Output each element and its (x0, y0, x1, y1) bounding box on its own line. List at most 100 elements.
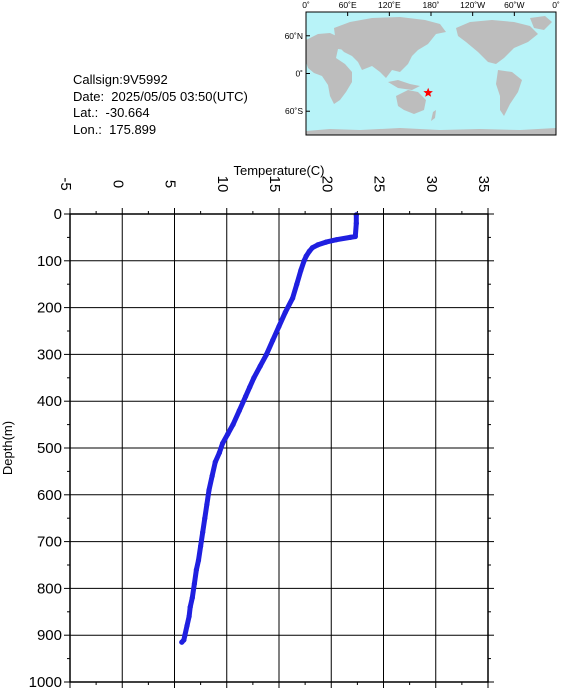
map-lat-label: 0˚ (295, 69, 303, 79)
temperature-point (306, 248, 312, 254)
land-new-zealand (431, 110, 436, 121)
x-tick-label: 10 (214, 176, 231, 193)
temperature-point (243, 393, 249, 400)
map-lon-label: 0˚ (552, 0, 560, 10)
temperature-point (353, 220, 359, 226)
temperature-point (209, 473, 215, 479)
temperature-point (270, 337, 276, 343)
x-tick-label: 20 (318, 176, 335, 193)
y-tick-label: 0 (54, 206, 62, 223)
y-tick-label: 700 (37, 534, 62, 551)
temperature-point (206, 487, 212, 493)
y-tick-label: 500 (37, 440, 62, 457)
x-tick-label: 15 (266, 176, 283, 193)
land-australia (396, 90, 426, 114)
temperature-point (191, 581, 197, 587)
y-tick-labels: 0 100 200 300 400 500 600 700 800 900 1000 (29, 206, 62, 690)
temperature-point (309, 245, 315, 251)
map-lon-label: 60˚W (504, 0, 524, 10)
x-tick-label: 25 (371, 176, 388, 193)
y-tick-label: 900 (37, 627, 62, 644)
land-asia (334, 17, 446, 78)
temperature-point (323, 239, 329, 245)
temperature-point (301, 258, 307, 264)
temperature-profile-plot: -5 0 5 10 15 20 25 30 35 0 100 200 300 400 500 600 700 8… (0, 163, 494, 690)
map-lon-label: 120˚E (378, 0, 401, 10)
temperature-point (216, 450, 222, 456)
temperature-point (204, 501, 210, 507)
temperature-point (200, 529, 206, 535)
world-map: 0˚ 60˚E 120˚E 180˚ 120˚W 60˚W 0˚ 60˚N 0˚ 60˚S (285, 0, 560, 136)
temperature-point (187, 604, 193, 610)
temperature-point (257, 363, 263, 369)
temperature-point (182, 632, 188, 638)
temperature-point (333, 237, 340, 243)
station-marker (423, 87, 433, 97)
temperature-point (220, 440, 226, 446)
temperature-point (230, 422, 236, 428)
y-tick-label: 200 (37, 300, 62, 317)
temperature-point (276, 323, 282, 329)
temperature-point (198, 543, 204, 549)
x-tick-labels: -5 0 5 10 15 20 25 30 35 (57, 176, 492, 193)
temperature-point (212, 459, 218, 465)
x-tick-label: 5 (162, 180, 179, 188)
map-lon-label: 180˚ (422, 0, 439, 10)
x-axis-label: Temperature(C) (233, 163, 324, 178)
x-tick-label: 35 (475, 176, 492, 193)
temperature-line (179, 212, 359, 645)
callsign-text: Callsign:9V5992 (73, 72, 168, 87)
temperature-point (184, 623, 190, 629)
land-antarctica (306, 128, 556, 135)
plot-frame (69, 213, 489, 683)
x-tick-label: -5 (57, 177, 74, 190)
temperature-point (353, 212, 359, 218)
y-axis-label: Depth(m) (0, 421, 15, 475)
y-tick-label: 100 (37, 253, 62, 270)
map-land (306, 16, 556, 135)
map-lon-label: 60˚E (339, 0, 357, 10)
map-lon-label: 0˚ (302, 0, 310, 10)
temperature-point (347, 234, 353, 240)
temperature-point (251, 375, 257, 381)
temperature-point (236, 408, 242, 414)
land-africa-europe (306, 33, 352, 104)
temperature-point (315, 242, 321, 248)
temperature-point (189, 595, 195, 601)
temperature-point (195, 557, 202, 563)
y-tick-label: 400 (37, 393, 62, 410)
temperature-point (298, 267, 304, 273)
map-lon-label: 120˚W (460, 0, 485, 10)
temperature-point (186, 613, 192, 620)
temperature-point (352, 233, 358, 240)
latitude-text: Lat.: -30.664 (73, 105, 150, 120)
y-tick-label: 800 (37, 580, 62, 597)
temperature-point (303, 253, 309, 259)
y-tick-label: 600 (37, 487, 62, 504)
land-indonesia (388, 80, 420, 90)
map-lon-labels: 0˚ 60˚E 120˚E 180˚ 120˚W 60˚W 0˚ (302, 0, 560, 10)
x-tick-label: 0 (109, 180, 126, 188)
plot-grid (69, 213, 489, 683)
temperature-point (247, 384, 253, 390)
temperature-point (263, 351, 270, 357)
station-star-marker (423, 87, 433, 97)
longitude-text: Lon.: 175.899 (73, 121, 157, 137)
map-lat-label: 60˚N (285, 31, 303, 41)
temperature-point (282, 309, 288, 315)
temperature-point (294, 281, 300, 287)
land-greenland (530, 16, 552, 30)
map-lat-label: 60˚S (285, 106, 303, 116)
temperature-point (225, 431, 231, 437)
temperature-point (193, 567, 199, 573)
temperature-series (179, 212, 359, 645)
x-tick-label: 30 (423, 176, 440, 193)
map-ticks (305, 12, 557, 112)
y-tick-label: 300 (37, 346, 62, 363)
temperature-point (290, 295, 296, 301)
map-lat-labels: 60˚N 0˚ 60˚S (285, 31, 304, 116)
date-text: Date: 2025/05/05 03:50(UTC) (73, 88, 248, 104)
y-tick-label: 1000 (29, 674, 62, 690)
land-south-america (496, 70, 522, 116)
